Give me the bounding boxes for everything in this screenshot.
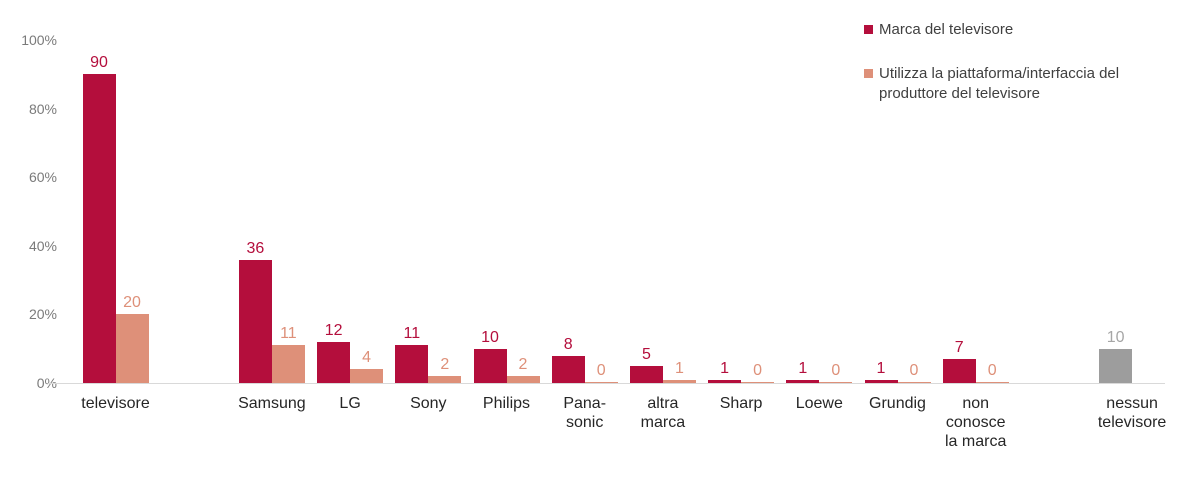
bar-televisore-series1: [82, 74, 116, 383]
category-label-line: Philips: [482, 395, 531, 412]
x-axis-line: [48, 383, 1165, 384]
value-label-altra-marca-series1: 5: [641, 345, 651, 363]
value-label-grundig-series1: 1: [876, 359, 886, 377]
category-label-line: Samsung: [238, 395, 306, 412]
bar-lg-series2: [350, 369, 384, 383]
bar-lg-series1: [317, 341, 351, 383]
category-label-line: nessun: [1106, 395, 1158, 412]
y-axis-tick-label: 60%: [28, 169, 57, 186]
bar-pana-sonic-series2: [584, 381, 618, 383]
bar-philips-series2: [506, 376, 540, 383]
category-label-nessun-televisore: nessun televisore: [1077, 394, 1187, 432]
value-label-lg-series2: 4: [362, 349, 372, 367]
category-label-sony: Sony: [373, 394, 483, 413]
bar-grundig-series2: [897, 381, 931, 383]
value-label-pana-sonic-series2: 0: [596, 361, 606, 379]
category-label-line: conosce: [945, 414, 1006, 431]
value-label-philips-series2: 2: [518, 356, 528, 374]
y-axis-tick-label: 20%: [28, 306, 57, 323]
category-label-televisore: televisore: [61, 394, 171, 413]
category-label-non-conosce-la-marca: non conosce la marca: [921, 394, 1031, 451]
value-label-philips-series1: 10: [481, 328, 499, 346]
bar-sharp-series1: [708, 379, 742, 383]
bar-altra-marca-series1: [629, 365, 663, 383]
value-label-pana-sonic-series1: 8: [563, 335, 573, 353]
value-label-loewe-series1: 1: [798, 359, 808, 377]
bar-non-conosce-la-marca-series2: [975, 381, 1009, 383]
value-label-sharp-series1: 1: [720, 359, 730, 377]
legend-item-2: Utilizza la piattaforma/interfaccia del …: [864, 64, 1184, 104]
value-label-sony-series1: 11: [403, 325, 421, 343]
value-label-grundig-series2: 0: [909, 361, 919, 379]
value-label-altra-marca-series2: 1: [674, 359, 684, 377]
bar-samsung-series2: [271, 345, 305, 383]
bar-sony-series1: [395, 345, 429, 383]
legend-marker-icon: [864, 69, 873, 78]
bar-samsung-series1: [238, 259, 272, 383]
bar-loewe-series2: [819, 381, 853, 383]
category-label-lg: LG: [295, 394, 405, 413]
y-axis-tick-label: 100%: [21, 32, 57, 48]
value-label-lg-series1: 12: [324, 321, 343, 339]
y-axis-tick-label: 0%: [36, 375, 57, 391]
y-axis-tick-label: 80%: [28, 100, 57, 117]
category-label-line: Pana-: [563, 395, 607, 412]
category-label-pana-sonic: Pana-sonic: [530, 394, 640, 432]
category-label-line: Loewe: [795, 395, 843, 412]
category-label-line: Sharp: [719, 395, 763, 412]
category-label-line: altra: [647, 395, 679, 412]
value-label-televisore-series2: 20: [123, 294, 141, 312]
value-label-sharp-series2: 0: [753, 361, 763, 379]
legend-label: Marca del televisore: [879, 21, 1014, 38]
bar-grundig-series1: [864, 379, 898, 383]
category-label-sharp: Sharp: [686, 394, 796, 413]
category-label-line: sonic: [566, 414, 604, 431]
legend-marker-icon: [864, 25, 873, 34]
category-label-line: LG: [339, 395, 361, 412]
category-label-line: non: [962, 395, 990, 412]
category-label-line: Sony: [410, 395, 447, 412]
category-label-loewe: Loewe: [764, 394, 874, 413]
category-label-line: marca: [640, 414, 686, 431]
category-label-line: televisore: [81, 395, 150, 412]
category-label-line: televisore: [1097, 414, 1167, 431]
bar-philips-series1: [473, 348, 507, 383]
bar-altra-marca-series2: [662, 379, 696, 383]
value-label-televisore-series1: 90: [90, 54, 108, 72]
bar-pana-sonic-series1: [551, 355, 585, 383]
value-label-sony-series2: 2: [440, 356, 450, 374]
value-label-samsung-series2: 11: [280, 325, 297, 343]
category-label-grundig: Grundig: [843, 394, 953, 413]
bar-non-conosce-la-marca-series1: [942, 358, 976, 383]
bar-sharp-series2: [741, 381, 775, 383]
category-label-samsung: Samsung: [217, 394, 327, 413]
value-label-loewe-series2: 0: [831, 361, 841, 379]
y-axis-tick-label: 40%: [28, 237, 57, 254]
bar-loewe-series1: [786, 379, 820, 383]
value-label-samsung-series1: 36: [246, 239, 265, 257]
bar-televisore-series2: [115, 314, 149, 383]
category-label-line: la marca: [945, 433, 1007, 450]
category-label-philips: Philips: [452, 394, 562, 413]
bar-sony-series2: [428, 376, 462, 383]
bar-nessun-televisore-series3: [1099, 348, 1133, 383]
value-label-nessun-televisore-series3: 10: [1106, 328, 1125, 346]
legend-item-1: Marca del televisore: [864, 20, 1184, 40]
category-label-altra-marca: altra marca: [608, 394, 718, 432]
value-label-non-conosce-la-marca-series2: 0: [987, 361, 997, 379]
legend: Marca del televisore Utilizza la piattafo…: [864, 20, 1184, 128]
legend-label: Utilizza la piattaforma/interfaccia del …: [879, 65, 1120, 102]
category-label-line: Grundig: [869, 395, 926, 412]
value-label-non-conosce-la-marca-series1: 7: [954, 338, 964, 356]
